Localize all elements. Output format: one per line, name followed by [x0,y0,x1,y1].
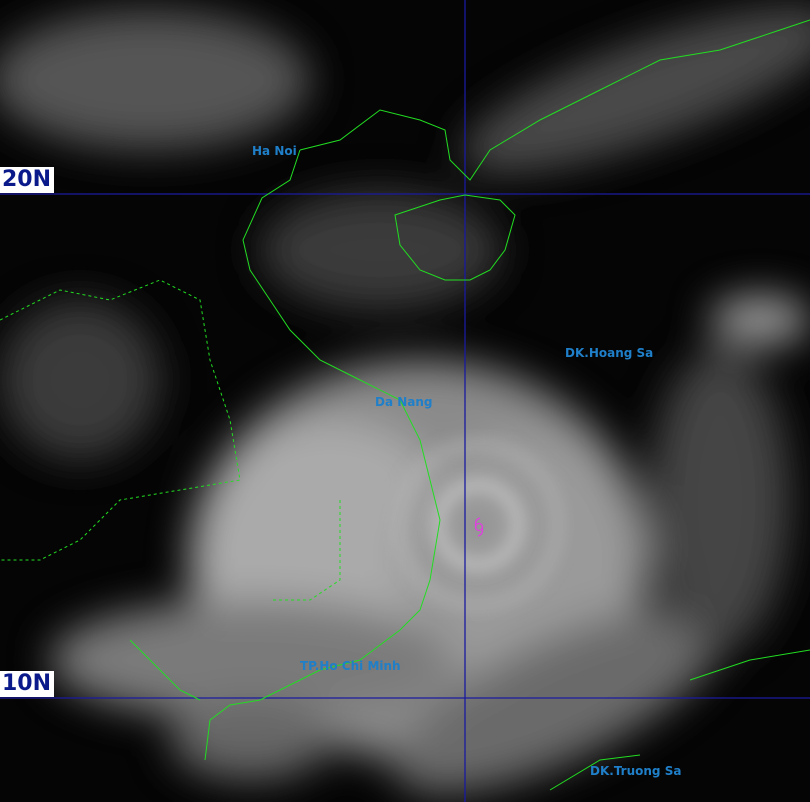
latitude-label-10n: 10N [0,671,55,697]
city-label-ho-chi-minh: TP.Ho Chi Minh [300,659,401,673]
latitude-label-20n: 20N [0,167,55,193]
coastline [129,19,810,791]
storm-spiral [392,439,564,611]
city-label-ha-noi: Ha Noi [252,144,297,158]
typhoon-icon [474,517,484,537]
border-lines [0,279,341,601]
city-label-da-nang: Da Nang [375,395,433,409]
city-label-truong-sa: DK.Truong Sa [590,764,682,778]
city-label-hoang-sa: DK.Hoang Sa [565,346,654,360]
